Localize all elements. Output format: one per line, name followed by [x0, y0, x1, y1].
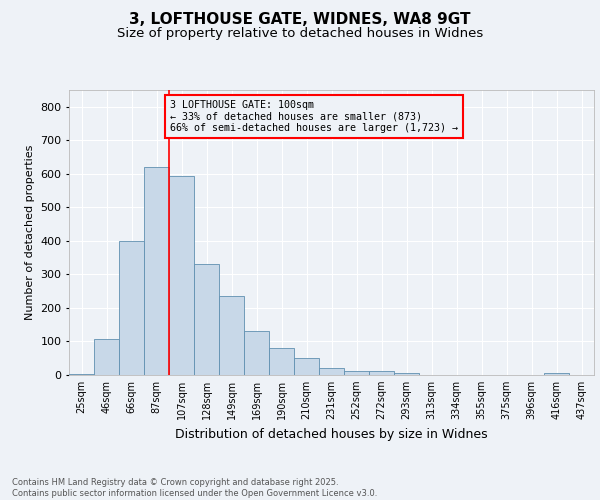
Text: Contains HM Land Registry data © Crown copyright and database right 2025.
Contai: Contains HM Land Registry data © Crown c…: [12, 478, 377, 498]
Text: 3 LOFTHOUSE GATE: 100sqm
← 33% of detached houses are smaller (873)
66% of semi-: 3 LOFTHOUSE GATE: 100sqm ← 33% of detach…: [170, 100, 458, 134]
Bar: [219, 296, 244, 375]
Bar: [544, 374, 569, 375]
Text: 3, LOFTHOUSE GATE, WIDNES, WA8 9GT: 3, LOFTHOUSE GATE, WIDNES, WA8 9GT: [129, 12, 471, 28]
Bar: [369, 371, 394, 375]
Bar: [194, 264, 219, 375]
X-axis label: Distribution of detached houses by size in Widnes: Distribution of detached houses by size …: [175, 428, 488, 440]
Bar: [244, 332, 269, 375]
Bar: [294, 358, 319, 375]
Bar: [94, 339, 119, 375]
Bar: [119, 241, 144, 375]
Bar: [319, 368, 344, 375]
Bar: [169, 176, 194, 375]
Bar: [344, 370, 369, 375]
Text: Size of property relative to detached houses in Widnes: Size of property relative to detached ho…: [117, 28, 483, 40]
Y-axis label: Number of detached properties: Number of detached properties: [25, 145, 35, 320]
Bar: [394, 374, 419, 375]
Bar: [144, 167, 169, 375]
Bar: [269, 348, 294, 375]
Bar: [69, 374, 94, 375]
